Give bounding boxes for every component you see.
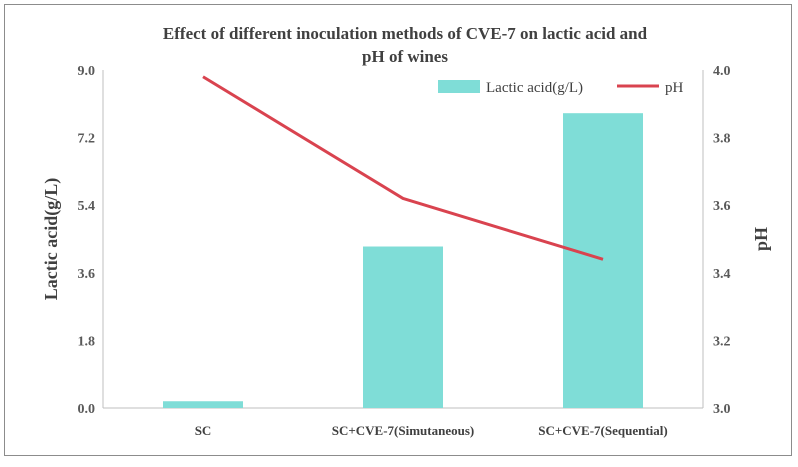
x-tick-label: SC+CVE-7(Sequential) [538,423,667,438]
plot-area: 0.0 1.8 3.6 5.4 7.2 9.0 3.0 3.2 3.4 3.6 3.8 4.0 SC SC… [78,64,731,438]
bar-lactic-acid [563,113,643,408]
y-tick-label: 3.6 [78,267,96,282]
y2-tick-label: 3.6 [713,199,731,214]
y-tick-label: 9.0 [78,64,96,79]
legend-label-lactic-acid: Lactic acid(g/L) [486,80,583,96]
y2-tick-label: 3.2 [713,334,731,349]
legend: Lactic acid(g/L) pH [438,80,684,96]
chart-frame: Effect of different inoculation methods … [4,4,792,456]
chart-title-line-1: Effect of different inoculation methods … [163,24,648,43]
chart-svg: Effect of different inoculation methods … [5,5,798,467]
y2-tick-label: 3.8 [713,132,731,147]
x-tick-label: SC+CVE-7(Simutaneous) [332,423,474,438]
y-tick-label: 1.8 [78,334,96,349]
y-tick-label: 5.4 [78,199,96,214]
y-axis-title: Lactic acid(g/L) [41,178,62,300]
chart-title-line-2: pH of wines [362,47,448,66]
legend-swatch-lactic-acid [438,80,480,93]
y-tick-label: 0.0 [78,402,96,417]
x-tick-label: SC [195,423,212,438]
y2-tick-label: 3.4 [713,267,731,282]
y2-tick-label: 3.0 [713,402,731,417]
y-tick-label: 7.2 [78,132,96,147]
y2-axis-title: pH [751,227,771,251]
line-ph [203,77,603,260]
bar-lactic-acid [363,247,443,408]
bar-lactic-acid [163,401,243,408]
legend-label-ph: pH [665,80,684,96]
y2-tick-label: 4.0 [713,64,731,79]
